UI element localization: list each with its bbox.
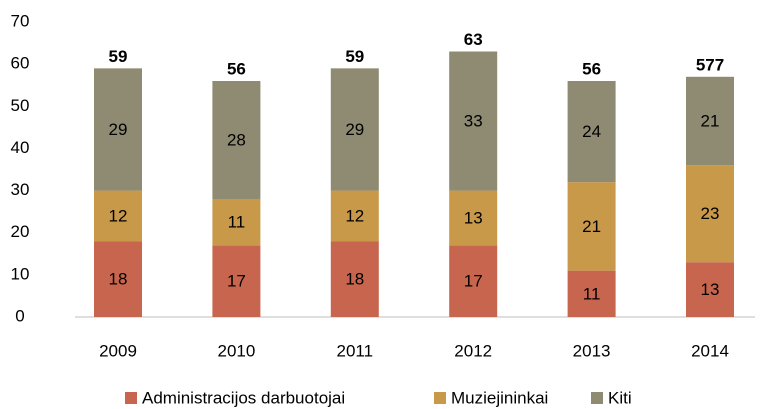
total-label: 577 (696, 55, 724, 74)
legend-swatch (125, 392, 137, 404)
legend-label: Muziejininkai (451, 388, 548, 407)
data-label: 21 (701, 112, 720, 131)
bar-segment (94, 68, 142, 191)
x-tick-label: 2014 (691, 341, 729, 360)
bar-segment (567, 81, 616, 183)
total-label: 63 (464, 30, 483, 49)
bar-segment (94, 241, 142, 317)
data-label: 21 (582, 217, 601, 236)
data-label: 11 (583, 284, 601, 303)
legend-swatch (591, 392, 603, 404)
data-label: 12 (345, 206, 364, 225)
x-tick-label: 2013 (573, 341, 611, 360)
data-label: 18 (109, 270, 128, 289)
x-tick-label: 2010 (217, 341, 255, 360)
data-label: 17 (464, 272, 483, 291)
bar-segment (567, 270, 616, 317)
data-label: 28 (227, 130, 246, 149)
data-label: 13 (701, 280, 720, 299)
bar-segment (212, 81, 261, 199)
bar-segment (686, 76, 734, 166)
bar-segment (449, 51, 498, 191)
data-label: 18 (345, 270, 364, 289)
x-tick-label: 2011 (337, 341, 374, 360)
x-tick-label: 2009 (99, 341, 137, 360)
y-tick-label: 60 (11, 54, 30, 73)
y-tick-label: 40 (11, 138, 30, 157)
bar-segment (94, 190, 142, 242)
total-label: 59 (109, 47, 128, 66)
y-tick-label: 10 (11, 264, 30, 283)
bar-segment (449, 245, 498, 317)
data-label: 29 (109, 120, 128, 139)
data-label: 33 (464, 112, 483, 131)
bar-segment (330, 241, 379, 317)
total-label: 56 (582, 59, 601, 78)
total-label: 59 (345, 47, 364, 66)
y-tick-label: 30 (11, 180, 30, 199)
bar-segment (686, 262, 734, 317)
legend-label: Administracijos darbuotojai (142, 388, 345, 407)
data-label: 13 (464, 208, 483, 227)
data-label: 29 (345, 120, 364, 139)
data-label: 17 (227, 272, 246, 291)
y-tick-label: 50 (11, 96, 30, 115)
data-label: 12 (109, 206, 128, 225)
x-tick-label: 2012 (454, 341, 492, 360)
legend-label: Kiti (608, 388, 632, 407)
y-tick-label: 20 (11, 222, 30, 241)
bar-segment (212, 245, 261, 317)
total-label: 56 (227, 59, 246, 78)
y-tick-label: 0 (15, 306, 24, 325)
data-label: 23 (701, 204, 720, 223)
bar-segment (686, 165, 734, 263)
bar-segment (567, 182, 616, 271)
legend-swatch (434, 392, 446, 404)
bar-segment (449, 190, 498, 246)
bar-segment (330, 190, 379, 242)
data-label: 11 (228, 213, 246, 232)
bar-segment (330, 68, 379, 191)
data-label: 24 (582, 122, 601, 141)
y-tick-label: 70 (11, 11, 30, 30)
bar-segment (212, 199, 261, 246)
